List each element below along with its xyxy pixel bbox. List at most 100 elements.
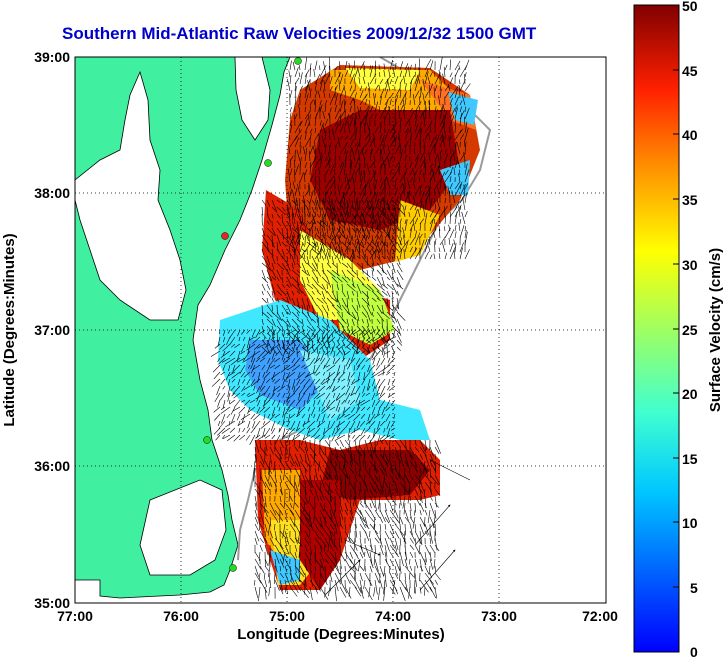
velocity-arrow (299, 93, 302, 99)
velocity-arrow (299, 481, 305, 488)
velocity-arrow (429, 551, 432, 562)
velocity-arrow (419, 233, 423, 239)
velocity-arrow (349, 214, 357, 225)
velocity-arrow (276, 248, 284, 260)
velocity-arrow (414, 129, 420, 141)
velocity-arrow (339, 101, 343, 113)
velocity-arrow (286, 213, 291, 221)
velocity-arrow (264, 565, 270, 572)
velocity-arrow (378, 64, 381, 71)
velocity-arrow (346, 332, 351, 338)
velocity-arrow (294, 121, 302, 134)
velocity-arrow (334, 572, 342, 585)
velocity-arrow (261, 248, 264, 256)
velocity-arrow (220, 406, 231, 414)
velocity-arrow (353, 558, 356, 569)
velocity-arrow (458, 205, 461, 218)
velocity-arrow (313, 99, 316, 106)
velocity-arrow (334, 142, 339, 148)
velocity-arrow (257, 399, 261, 407)
velocity-arrow (274, 579, 280, 591)
velocity-arrow (221, 413, 226, 424)
velocity-arrow (344, 558, 352, 571)
velocity-arrow (324, 158, 332, 169)
velocity-arrow (389, 118, 391, 127)
velocity-arrow (303, 172, 306, 183)
velocity-arrow (286, 248, 292, 257)
velocity-arrow (381, 241, 388, 247)
velocity-arrow (308, 427, 316, 433)
velocity-arrow (368, 434, 376, 445)
velocity-arrow (427, 509, 431, 524)
velocity-arrow (379, 121, 382, 127)
velocity-arrow (255, 329, 261, 338)
velocity-arrow (299, 145, 302, 155)
velocity-arrow (279, 544, 288, 559)
velocity-arrow (307, 336, 311, 349)
velocity-arrow (336, 318, 345, 328)
velocity-arrow (359, 121, 362, 134)
velocity-arrow (399, 586, 406, 602)
velocity-arrow (375, 364, 381, 371)
velocity-arrow (381, 283, 388, 289)
velocity-arrow (364, 516, 368, 528)
velocity-arrow (314, 211, 317, 218)
velocity-arrow (359, 192, 366, 204)
velocity-arrow (379, 125, 382, 134)
velocity-arrow (283, 343, 291, 354)
velocity-arrow (321, 234, 326, 240)
velocity-arrow (319, 523, 325, 531)
velocity-arrow (311, 234, 314, 241)
velocity-arrow (356, 199, 359, 211)
station-marker (229, 564, 237, 572)
velocity-arrow (356, 276, 365, 285)
velocity-arrow (316, 392, 326, 400)
velocity-arrow (424, 238, 428, 246)
velocity-arrow (404, 129, 410, 141)
velocity-arrow (394, 196, 399, 204)
velocity-arrow (414, 474, 423, 484)
velocity-arrow (368, 230, 371, 239)
velocity-arrow (314, 226, 316, 232)
velocity-arrow (384, 488, 388, 500)
velocity-arrow (414, 439, 417, 446)
velocity-arrow (363, 474, 366, 482)
velocity-arrow (452, 149, 456, 162)
velocity-arrow (409, 133, 413, 141)
velocity-arrow (314, 158, 320, 169)
velocity-arrow (331, 290, 337, 301)
velocity-arrow (424, 185, 428, 190)
velocity-arrow (269, 446, 274, 455)
velocity-arrow (256, 427, 261, 439)
velocity-arrow (366, 378, 371, 391)
velocity-arrow (376, 241, 381, 252)
velocity-arrow (364, 138, 371, 148)
velocity-arrow (354, 572, 356, 581)
velocity-arrow (289, 413, 296, 419)
velocity-arrow (283, 467, 286, 481)
velocity-arrow (336, 350, 341, 356)
velocity-arrow (289, 523, 296, 533)
velocity-arrow (313, 413, 316, 419)
velocity-arrow (339, 136, 343, 141)
velocity-arrow (373, 137, 376, 148)
velocity-arrow (352, 248, 356, 260)
velocity-arrow (336, 332, 344, 339)
velocity-arrow (394, 509, 399, 519)
velocity-arrow (349, 159, 352, 169)
velocity-arrow (323, 89, 326, 99)
velocity-arrow (406, 178, 411, 190)
velocity-arrow (334, 115, 341, 127)
velocity-arrow (331, 262, 338, 269)
velocity-arrow (428, 185, 431, 197)
velocity-arrow (253, 343, 261, 351)
velocity-arrow (354, 516, 357, 529)
velocity-arrow (384, 88, 389, 99)
station-marker (294, 57, 302, 65)
velocity-arrow (304, 118, 308, 127)
velocity-arrow (271, 199, 277, 212)
velocity-arrow (438, 253, 441, 260)
velocity-arrow (324, 467, 330, 477)
y-tick-labels: 39:00 38:00 37:00 36:00 35:00 (34, 49, 70, 611)
velocity-arrow (424, 239, 430, 253)
